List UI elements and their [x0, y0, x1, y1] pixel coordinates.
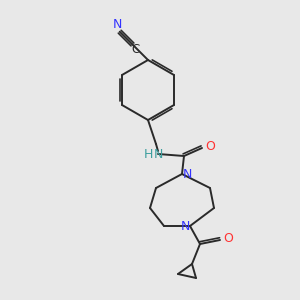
Text: O: O	[205, 140, 215, 154]
Text: C: C	[131, 43, 140, 56]
Text: N: N	[180, 220, 190, 233]
Text: H: H	[143, 148, 153, 160]
Text: N: N	[113, 18, 122, 31]
Text: N: N	[153, 148, 163, 160]
Text: N: N	[182, 167, 192, 181]
Text: O: O	[223, 232, 233, 245]
